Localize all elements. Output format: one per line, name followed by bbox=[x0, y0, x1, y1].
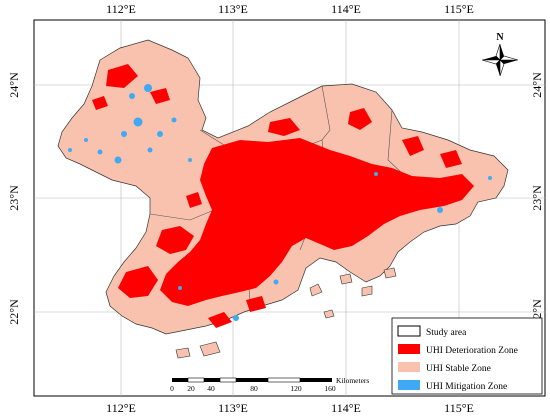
mitigation-zone bbox=[68, 84, 492, 321]
left-lat-label: 24°N bbox=[7, 72, 21, 98]
legend-swatch-deterioration bbox=[398, 344, 420, 354]
scale-tick: 80 bbox=[250, 384, 258, 393]
islands bbox=[175, 267, 397, 359]
scale-bar: 0 20 40 80 120 160 Kilometers bbox=[170, 376, 369, 393]
deterioration-zone bbox=[92, 64, 474, 328]
top-lon-label: 114°E bbox=[331, 2, 361, 16]
north-arrow-icon: N bbox=[481, 32, 519, 77]
top-lon-label: 115°E bbox=[444, 2, 474, 16]
legend-label: UHI Deterioration Zone bbox=[426, 346, 518, 356]
north-label: N bbox=[496, 32, 504, 43]
top-lon-label: 112°E bbox=[106, 2, 136, 16]
legend-swatch-stable bbox=[398, 362, 420, 372]
top-lon-label: 113°E bbox=[218, 2, 248, 16]
left-lat-label: 22°N bbox=[7, 299, 21, 325]
legend-swatch-study-area bbox=[397, 325, 421, 337]
bottom-lon-label: 115°E bbox=[444, 401, 474, 415]
right-lat-label: 24°N bbox=[530, 72, 544, 98]
legend: Study area UHI Deterioration Zone UHI St… bbox=[391, 317, 543, 395]
bottom-lon-label: 114°E bbox=[331, 401, 361, 415]
scale-tick: 40 bbox=[207, 384, 215, 393]
scale-tick: 120 bbox=[290, 384, 302, 393]
scale-tick: 160 bbox=[324, 384, 336, 393]
legend-label: Study area bbox=[426, 328, 467, 338]
left-lat-label: 23°N bbox=[7, 185, 21, 211]
legend-label: UHI Stable Zone bbox=[426, 364, 491, 374]
legend-swatch-mitigation bbox=[398, 380, 420, 390]
scale-unit: Kilometers bbox=[336, 376, 369, 385]
scale-tick: 0 bbox=[170, 384, 174, 393]
bottom-lon-label: 113°E bbox=[218, 401, 248, 415]
scale-tick: 20 bbox=[187, 384, 195, 393]
legend-label: UHI Mitigation Zone bbox=[426, 382, 507, 392]
right-lat-label: 23°N bbox=[530, 185, 544, 211]
bottom-lon-label: 112°E bbox=[106, 401, 136, 415]
